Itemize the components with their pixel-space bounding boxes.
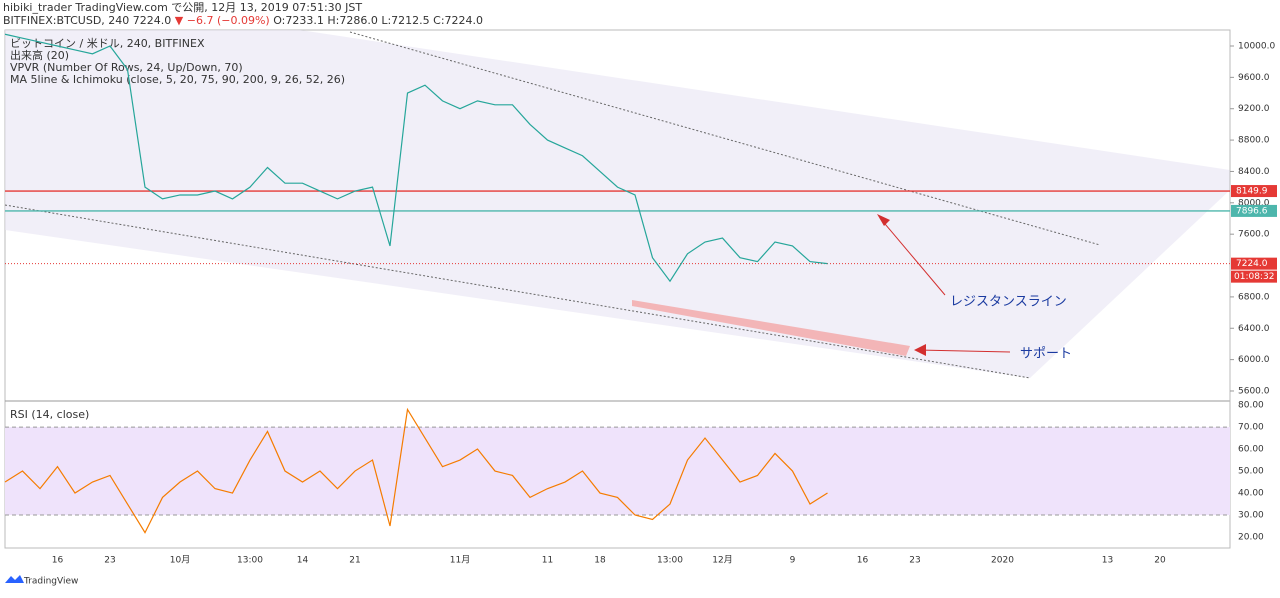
rsi-band (5, 427, 1230, 516)
y-tick-label: 6000.0 (1238, 355, 1270, 365)
symbol-text: BITFINEX:BTCUSD, 240 7224.0 (3, 14, 171, 27)
support-band (632, 300, 910, 356)
y2-tick-label: 30.00 (1238, 511, 1264, 521)
y2-tick-label: 50.00 (1238, 467, 1264, 477)
y2-tick-label: 20.00 (1238, 533, 1264, 543)
x-tick-label: 14 (297, 556, 309, 566)
logo (5, 575, 24, 583)
legend-entry: 出来高 (20) (10, 48, 69, 62)
x-tick-label: 23 (909, 556, 920, 566)
countdown: 01:08:32 (1234, 272, 1274, 282)
x-tick-label: 16 (52, 556, 64, 566)
x-tick-label: 16 (857, 556, 869, 566)
ohlc: O:7233.1 H:7286.0 L:7212.5 C:7224.0 (273, 14, 483, 27)
x-tick-label: 13 (1102, 556, 1113, 566)
y2-tick-label: 80.00 (1238, 401, 1264, 411)
x-tick-label: 20 (1154, 556, 1166, 566)
y-tick-label: 6800.0 (1238, 292, 1270, 302)
y-tick-label: 6400.0 (1238, 324, 1270, 334)
x-tick-label: 13:00 (657, 556, 683, 566)
x-tick-label: 13:00 (237, 556, 263, 566)
y-tick-label: 8800.0 (1238, 136, 1270, 146)
annotation: レジスタンスライン (950, 295, 1067, 310)
arrow-head (877, 214, 890, 226)
price-tag (1231, 185, 1277, 198)
countdown-tag (1231, 270, 1277, 283)
x-tick-label: 11 (542, 556, 553, 566)
symbol: BITFINEX:BTCUSD, 240 7224.0 ▼ −6.7 (−0.0… (3, 14, 483, 27)
y2-tick-label: 70.00 (1238, 423, 1264, 433)
annotation: サポート (1020, 347, 1072, 362)
y2-tick-label: 40.00 (1238, 489, 1264, 499)
y-tick-label: 8400.0 (1238, 167, 1270, 177)
x-tick-label: 12月 (712, 555, 732, 566)
series-line (4, 33, 828, 283)
channel (5, 30, 1230, 378)
x-tick-label: 11月 (450, 555, 470, 566)
arrow (917, 349, 1011, 353)
x-tick-label: 18 (594, 556, 606, 566)
publisher: hibiki_trader TradingView.com で公開, 12月 1… (3, 1, 362, 14)
y-tick-label: 7600.0 (1238, 230, 1270, 240)
y-tick-label: 5600.0 (1238, 386, 1270, 396)
x-tick-label: 23 (104, 556, 115, 566)
trendline (4, 204, 1031, 379)
y-tick-label: 10000.0 (1238, 41, 1275, 51)
arrow (879, 217, 946, 296)
rsi-label: RSI (14, close) (10, 408, 89, 421)
change: ▼ −6.7 (−0.09%) (175, 14, 270, 27)
price-tag-label: 7896.6 (1236, 206, 1268, 216)
y-tick-label: 9600.0 (1238, 73, 1270, 83)
y2-tick-label: 60.00 (1238, 445, 1264, 455)
legend-entry: MA 5line & Ichimoku (close, 5, 20, 75, 9… (10, 73, 345, 86)
x-tick-label: 21 (349, 556, 360, 566)
price-tag (1231, 257, 1277, 270)
y-tick-label: 9200.0 (1238, 104, 1270, 114)
x-tick-label: 10月 (170, 555, 190, 566)
x-tick-label: 2020 (991, 556, 1014, 566)
trendline (349, 31, 1101, 246)
footer: TradingView (23, 577, 78, 587)
price-tag-label: 8149.9 (1236, 187, 1268, 197)
y-tick-label: 8000.0 (1238, 198, 1270, 208)
price-tag-label: 7224.0 (1236, 259, 1268, 269)
arrow-head (914, 344, 926, 356)
price-tag (1231, 204, 1277, 217)
x-tick-label: 9 (790, 556, 796, 566)
series-line (4, 407, 828, 534)
